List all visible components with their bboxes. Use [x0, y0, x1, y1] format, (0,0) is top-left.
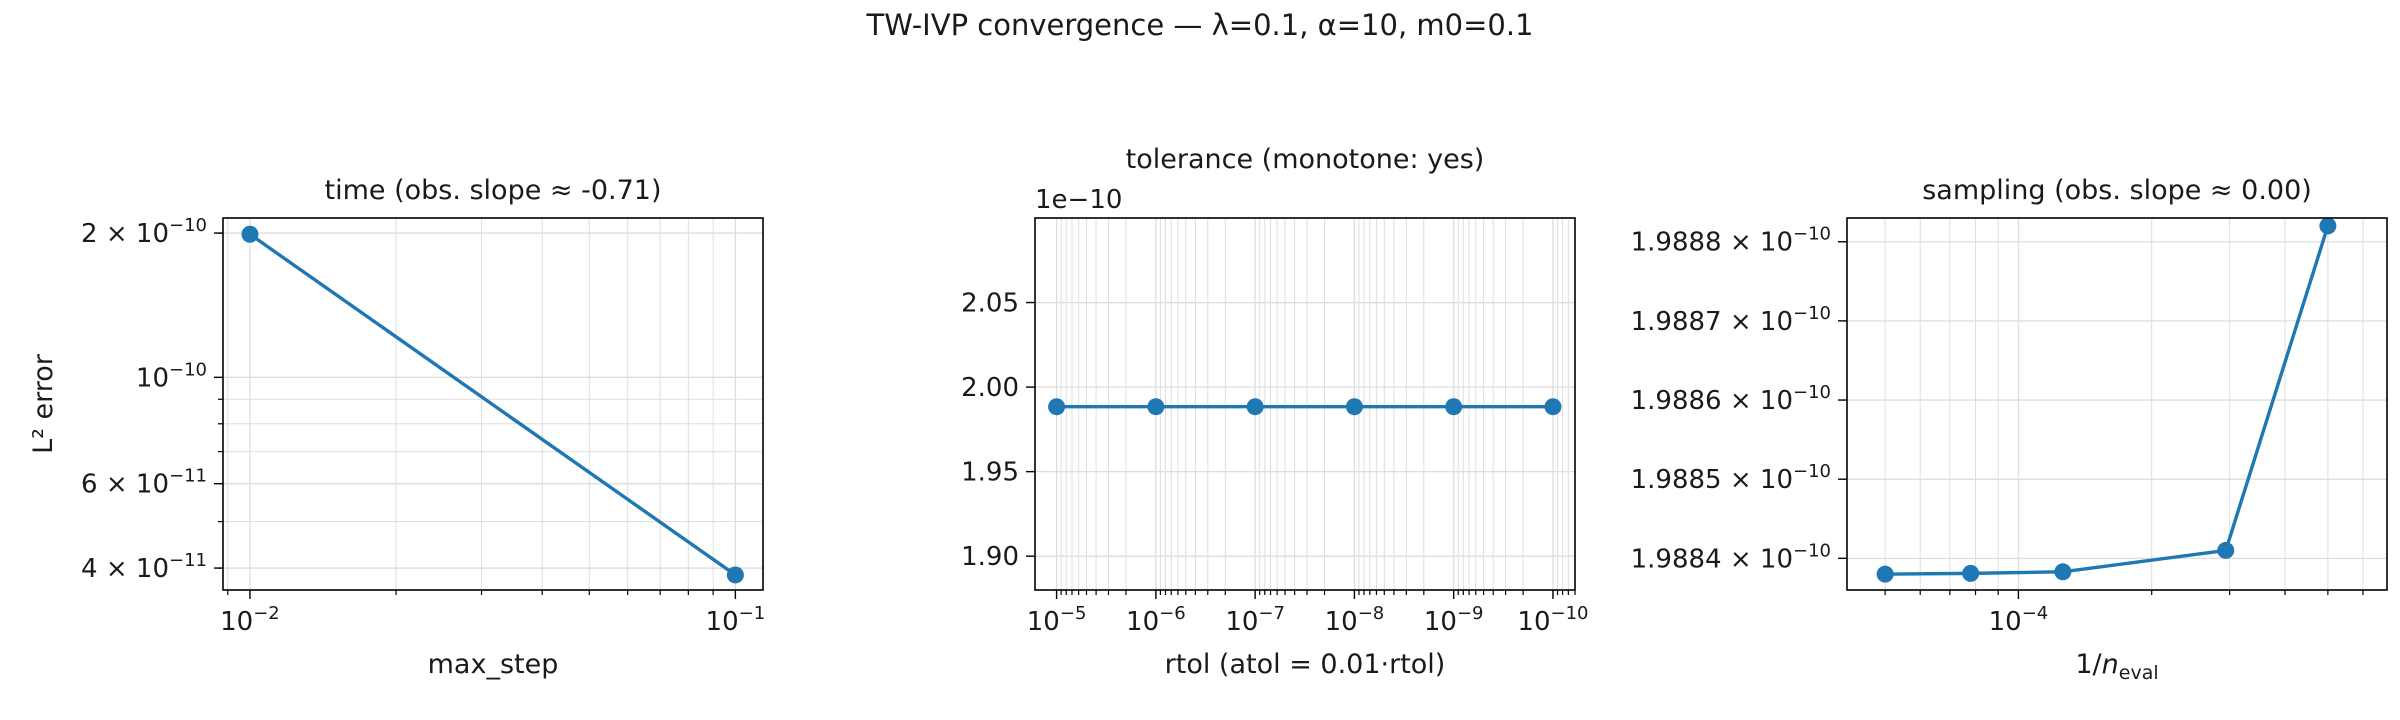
x-tick-label: 10−7: [1225, 603, 1285, 637]
x-tick-label: 10−1: [706, 603, 766, 637]
chart-panel: 10−2 10−1 4 × 10−11 6 × 10−11 10−10 2 × 10−10…: [28, 175, 765, 680]
data-point: [1246, 398, 1264, 416]
x-tick-label: 10−4: [1989, 603, 2049, 637]
y-tick-label: 1.9887 × 10−10: [1631, 303, 1831, 337]
data-point: [2319, 217, 2337, 235]
series-line: [248, 232, 737, 577]
axes-frame: [1846, 217, 2388, 591]
data-point: [241, 225, 259, 243]
x-axis-label: 1/neval: [2075, 649, 2158, 684]
axes-frame: [1034, 217, 1576, 591]
grid: [1035, 218, 1576, 590]
data-point: [1445, 398, 1463, 416]
data-point: [726, 566, 744, 584]
y-tick-label: 4 × 10−11: [81, 550, 207, 584]
data-point: [1876, 565, 1894, 583]
grid: [1847, 218, 2387, 590]
data-point: [1345, 398, 1363, 416]
x-tick-label: 10−5: [1027, 603, 1087, 637]
data-point: [1048, 398, 1066, 416]
data-point: [2054, 563, 2072, 581]
axes-frame: [222, 217, 764, 591]
chart-panel: 10−4 1.9884 × 10−10 1.9885 × 10−10 1.9886 ×…: [1631, 175, 2388, 684]
y-offset-label: 1e−10: [1035, 185, 1122, 215]
chart-title: sampling (obs. slope ≈ 0.00): [1922, 175, 2312, 206]
chart-title: time (obs. slope ≈ -0.71): [324, 175, 661, 206]
x-tick-label: 10−9: [1424, 603, 1484, 637]
x-axis-label: rtol (atol = 0.01·rtol): [1165, 649, 1446, 680]
y-tick-label: 2.05: [961, 289, 1019, 319]
data-point: [2217, 541, 2235, 559]
y-tick-label: 2 × 10−10: [81, 215, 207, 249]
y-axis-label: L² error: [28, 353, 59, 454]
chart-title: tolerance (monotone: yes): [1126, 144, 1485, 175]
y-tick-label: 1.90: [961, 542, 1019, 572]
chart-panel: 10−5 10−6 10−7 10−8 10−9 10−10 1.90 1.95 2.00 2.0…: [961, 144, 1588, 680]
y-tick-label: 1.9884 × 10−10: [1631, 540, 1831, 574]
y-tick-label: 1.95: [961, 458, 1019, 488]
data-point: [1962, 564, 1980, 582]
y-tick-label: 10−10: [136, 359, 207, 393]
y-tick-label: 1.9888 × 10−10: [1631, 224, 1831, 258]
grid: [223, 218, 763, 590]
x-tick-label: 10−6: [1126, 603, 1186, 637]
x-tick-label: 10−10: [1517, 603, 1588, 637]
y-tick-label: 6 × 10−11: [81, 466, 207, 500]
y-tick-label: 1.9886 × 10−10: [1631, 382, 1831, 416]
y-tick-label: 2.00: [961, 373, 1019, 403]
x-tick-label: 10−8: [1325, 603, 1385, 637]
figure-title: TW-IVP convergence — λ=0.1, α=10, m0=0.1: [866, 8, 1534, 42]
y-tick-label: 1.9885 × 10−10: [1631, 461, 1831, 495]
data-point: [1147, 398, 1165, 416]
x-axis-label: max_step: [428, 649, 559, 680]
x-tick-label: 10−2: [220, 603, 280, 637]
data-point: [1544, 398, 1562, 416]
